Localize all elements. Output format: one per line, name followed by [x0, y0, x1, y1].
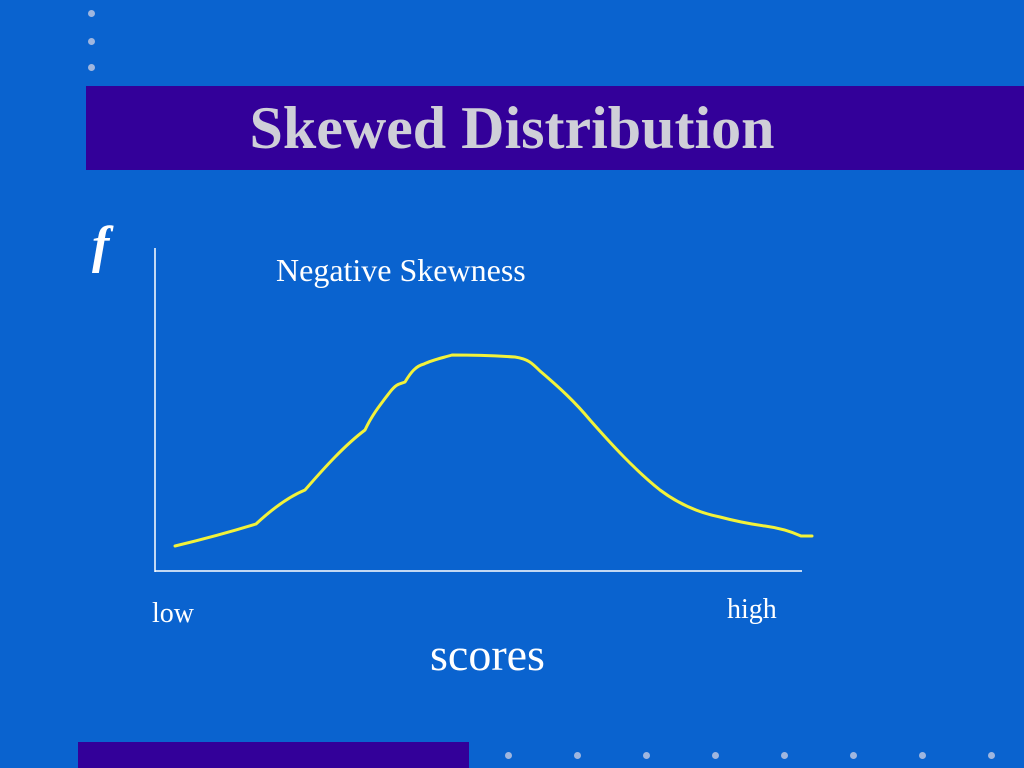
y-axis-label: f	[92, 217, 114, 274]
decor-dots-top-left	[88, 10, 100, 78]
x-high-label: high	[727, 594, 777, 625]
skewed-distribution-curve	[173, 353, 814, 548]
title-band: Skewed Distribution	[86, 86, 1024, 170]
slide-title: Skewed Distribution	[249, 95, 775, 161]
x-low-label: low	[152, 598, 195, 629]
bottom-accent-bar	[78, 742, 469, 768]
diagram-caption: Negative Skewness	[276, 252, 526, 288]
x-axis-label: scores	[430, 629, 545, 680]
decor-dots-bottom	[505, 752, 1005, 762]
